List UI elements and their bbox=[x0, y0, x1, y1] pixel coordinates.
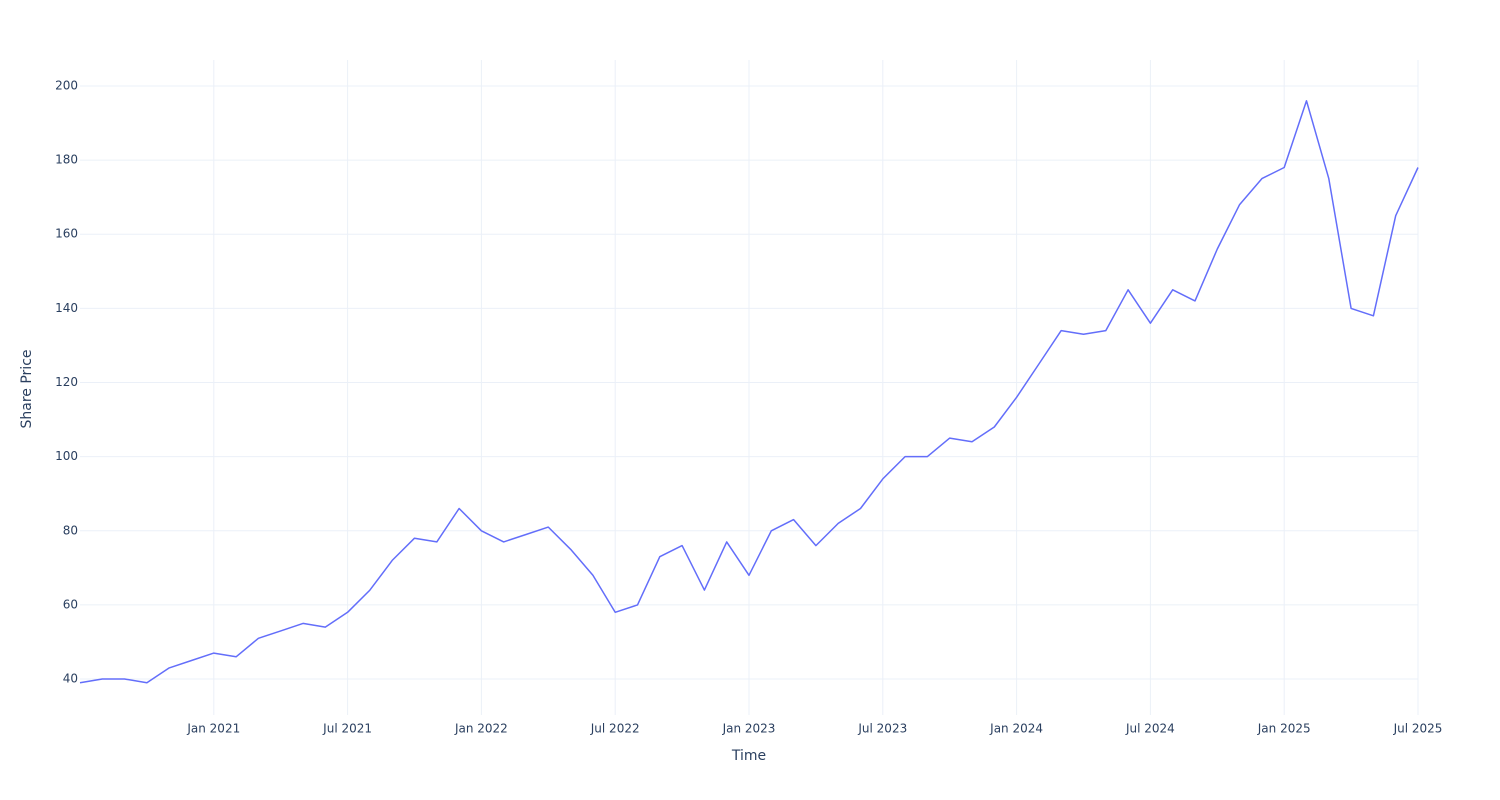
y-axis-title: Share Price bbox=[19, 349, 35, 428]
x-tick-label: Jul 2023 bbox=[857, 722, 907, 736]
x-tick-label: Jul 2022 bbox=[590, 722, 640, 736]
x-tick-label: Jan 2023 bbox=[722, 722, 776, 736]
x-axis-title: Time bbox=[731, 748, 766, 764]
y-tick-label: 40 bbox=[63, 672, 78, 686]
y-tick-label: 120 bbox=[55, 375, 78, 389]
y-tick-label: 100 bbox=[55, 449, 78, 463]
price-line bbox=[79, 100, 1419, 684]
x-tick-label: Jan 2022 bbox=[454, 722, 508, 736]
x-tick-label: Jul 2021 bbox=[322, 722, 372, 736]
y-tick-label: 140 bbox=[55, 301, 78, 315]
x-tick-label: Jan 2024 bbox=[989, 722, 1043, 736]
x-tick-label: Jul 2024 bbox=[1125, 722, 1175, 736]
x-tick-label: Jan 2025 bbox=[1257, 722, 1311, 736]
y-tick-label: 160 bbox=[55, 227, 78, 241]
y-tick-label: 180 bbox=[55, 153, 78, 167]
y-tick-label: 200 bbox=[55, 78, 78, 92]
y-tick-label: 60 bbox=[63, 597, 78, 611]
x-tick-label: Jul 2025 bbox=[1393, 722, 1443, 736]
x-tick-label: Jan 2021 bbox=[186, 722, 240, 736]
y-tick-label: 80 bbox=[63, 523, 78, 537]
